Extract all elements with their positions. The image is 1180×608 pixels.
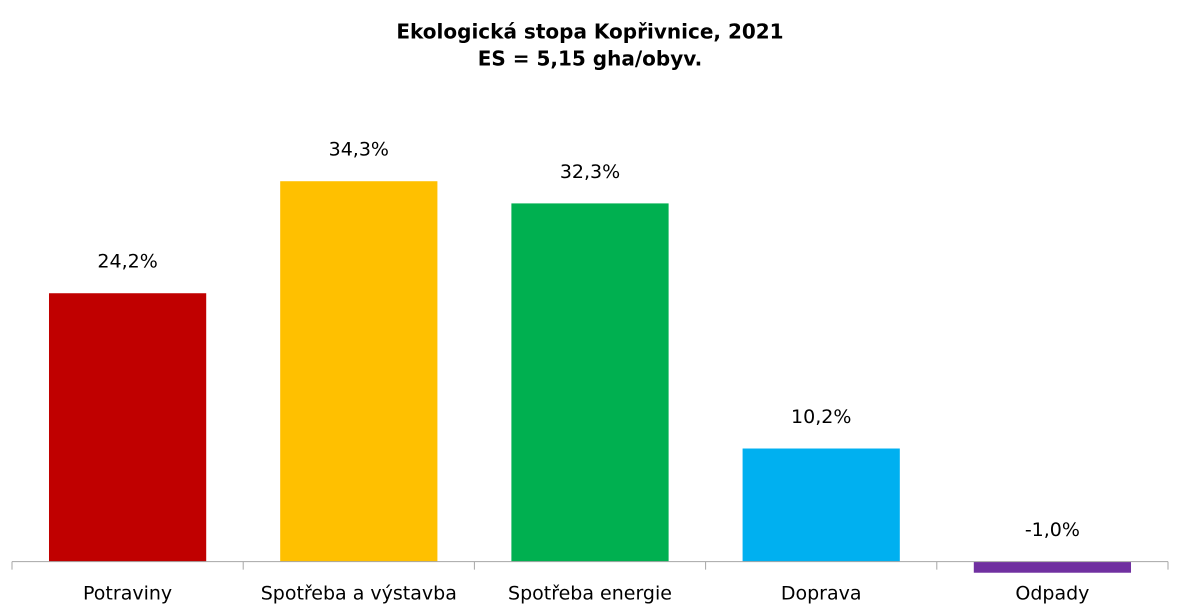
value-label: -1,0%: [1025, 519, 1080, 541]
bar: [48, 293, 207, 562]
chart-title: Ekologická stopa Kopřivnice, 2021: [396, 20, 783, 44]
value-label: 10,2%: [791, 406, 851, 428]
chart-subtitle: ES = 5,15 gha/obyv.: [478, 47, 703, 71]
x-tick-label: Spotřeba energie: [508, 583, 672, 605]
bar: [973, 561, 1132, 573]
bar: [280, 181, 438, 562]
bar: [511, 203, 669, 562]
bar: [742, 448, 900, 562]
x-tick-label: Odpady: [1015, 583, 1089, 605]
x-tick-label: Potraviny: [83, 583, 172, 605]
value-label: 32,3%: [560, 161, 620, 183]
x-tick-label: Spotřeba a výstavba: [261, 583, 457, 605]
value-label: 24,2%: [97, 251, 157, 273]
value-label: 34,3%: [329, 139, 389, 161]
x-tick-label: Doprava: [781, 583, 862, 605]
